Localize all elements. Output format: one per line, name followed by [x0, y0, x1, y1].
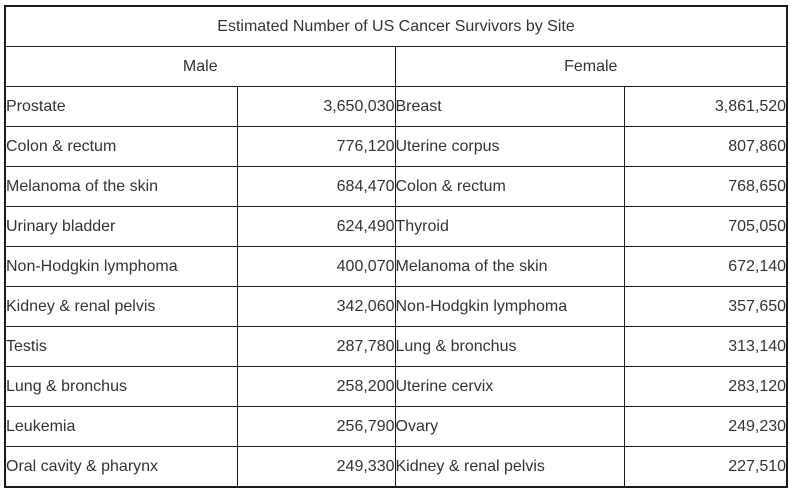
male-value-cell: 3,650,030: [236, 86, 396, 127]
male-site-cell: Prostate: [4, 86, 238, 127]
female-value-cell: 3,861,520: [623, 86, 788, 127]
table-row: Urinary bladder 624,490 Thyroid 705,050: [4, 206, 788, 247]
female-site-cell: Uterine corpus: [394, 126, 625, 167]
cancer-survivors-table: Estimated Number of US Cancer Survivors …: [4, 5, 789, 488]
female-value-cell: 227,510: [623, 446, 788, 488]
female-value-cell: 249,230: [623, 406, 788, 447]
female-value-cell: 672,140: [623, 246, 788, 287]
female-site-cell: Kidney & renal pelvis: [394, 446, 625, 488]
female-value-cell: 313,140: [623, 326, 788, 367]
male-value-cell: 342,060: [236, 286, 396, 327]
male-value-cell: 287,780: [236, 326, 396, 367]
male-site-cell: Leukemia: [4, 406, 238, 447]
male-site-cell: Non-Hodgkin lymphoma: [4, 246, 238, 287]
table-row: Oral cavity & pharynx 249,330 Kidney & r…: [4, 446, 788, 488]
title-row: Estimated Number of US Cancer Survivors …: [4, 5, 788, 47]
male-value-cell: 776,120: [236, 126, 396, 167]
female-value-cell: 357,650: [623, 286, 788, 327]
female-site-cell: Uterine cervix: [394, 366, 625, 407]
male-site-cell: Melanoma of the skin: [4, 166, 238, 207]
female-site-cell: Non-Hodgkin lymphoma: [394, 286, 625, 327]
female-site-cell: Thyroid: [394, 206, 625, 247]
female-site-cell: Colon & rectum: [394, 166, 625, 207]
female-column-header: Female: [394, 46, 788, 87]
table-row: Leukemia 256,790 Ovary 249,230: [4, 406, 788, 447]
male-column-header: Male: [4, 46, 396, 87]
table-title: Estimated Number of US Cancer Survivors …: [4, 5, 788, 47]
male-site-cell: Testis: [4, 326, 238, 367]
female-value-cell: 283,120: [623, 366, 788, 407]
table-row: Lung & bronchus 258,200 Uterine cervix 2…: [4, 366, 788, 407]
table-row: Kidney & renal pelvis 342,060 Non-Hodgki…: [4, 286, 788, 327]
male-site-cell: Colon & rectum: [4, 126, 238, 167]
female-site-cell: Lung & bronchus: [394, 326, 625, 367]
female-value-cell: 705,050: [623, 206, 788, 247]
table-row: Testis 287,780 Lung & bronchus 313,140: [4, 326, 788, 367]
female-value-cell: 768,650: [623, 166, 788, 207]
female-site-cell: Breast: [394, 86, 625, 127]
table-row: Melanoma of the skin 684,470 Colon & rec…: [4, 166, 788, 207]
header-row: Male Female: [4, 46, 788, 87]
male-value-cell: 256,790: [236, 406, 396, 447]
male-value-cell: 684,470: [236, 166, 396, 207]
male-site-cell: Urinary bladder: [4, 206, 238, 247]
male-value-cell: 400,070: [236, 246, 396, 287]
table-row: Prostate 3,650,030 Breast 3,861,520: [4, 86, 788, 127]
table-row: Colon & rectum 776,120 Uterine corpus 80…: [4, 126, 788, 167]
male-site-cell: Kidney & renal pelvis: [4, 286, 238, 327]
female-site-cell: Melanoma of the skin: [394, 246, 625, 287]
female-value-cell: 807,860: [623, 126, 788, 167]
table-row: Non-Hodgkin lymphoma 400,070 Melanoma of…: [4, 246, 788, 287]
female-site-cell: Ovary: [394, 406, 625, 447]
male-value-cell: 249,330: [236, 446, 396, 488]
male-site-cell: Lung & bronchus: [4, 366, 238, 407]
male-value-cell: 258,200: [236, 366, 396, 407]
male-value-cell: 624,490: [236, 206, 396, 247]
male-site-cell: Oral cavity & pharynx: [4, 446, 238, 488]
